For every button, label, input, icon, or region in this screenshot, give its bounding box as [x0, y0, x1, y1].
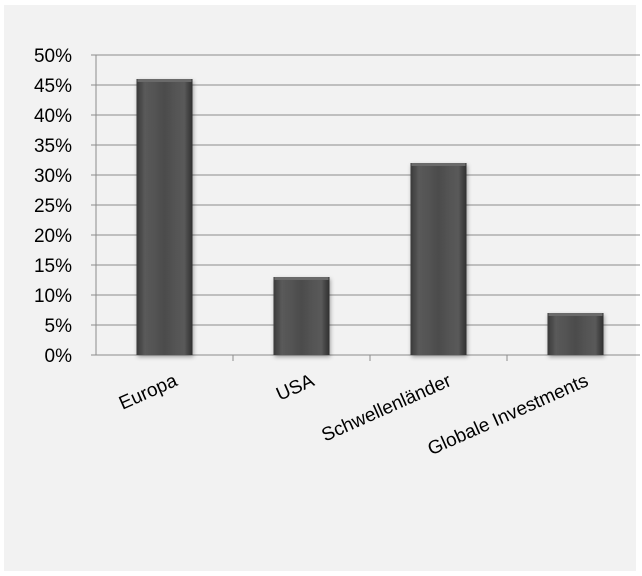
y-tick-label: 0% — [45, 346, 73, 367]
bar-schwellenl-nder — [410, 163, 467, 355]
y-tick-label: 10% — [34, 286, 72, 307]
y-tick-label: 15% — [34, 256, 72, 277]
bar-top-highlight — [137, 79, 192, 82]
y-tick-label: 45% — [34, 76, 72, 97]
bar-top-highlight — [274, 277, 329, 280]
x-category-label: USA — [273, 370, 318, 405]
bars — [136, 79, 604, 355]
y-tick-label: 20% — [34, 226, 72, 247]
x-category-label: Schwellenländer — [319, 370, 456, 446]
y-tick-label: 35% — [34, 136, 72, 157]
y-tick-label: 50% — [34, 46, 72, 67]
bar-globale-investments — [547, 313, 604, 355]
y-tick-label: 40% — [34, 106, 72, 127]
bar-top-highlight — [411, 163, 466, 166]
y-tick-labels: 0% 5% 10% 15% 20% 25% 30% 35% 40% 45% 50% — [34, 46, 72, 367]
bar-europa — [136, 79, 193, 355]
bar-top-highlight — [548, 313, 603, 316]
x-category-label: Europa — [116, 370, 181, 414]
y-tick-label: 30% — [34, 166, 72, 187]
bar-usa — [273, 277, 330, 355]
y-tick-label: 5% — [45, 316, 73, 337]
y-tick-label: 25% — [34, 196, 72, 217]
